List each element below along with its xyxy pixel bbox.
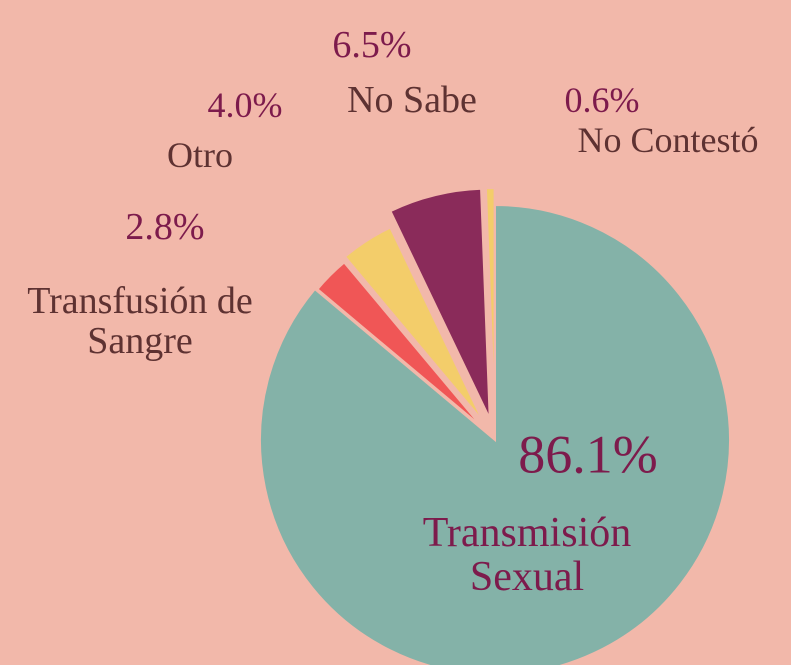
pie-slice xyxy=(484,187,496,419)
value-label: 86.1% xyxy=(518,424,658,485)
category-label: Otro xyxy=(167,135,233,176)
value-label: 4.0% xyxy=(207,85,283,126)
pie-slice xyxy=(389,187,491,420)
pie-slice xyxy=(343,226,484,423)
value-label: 6.5% xyxy=(332,24,412,67)
pie-slice xyxy=(316,261,484,429)
pie-slice xyxy=(259,203,731,665)
value-label: 0.6% xyxy=(564,80,640,121)
category-label: No Contestó xyxy=(577,120,759,161)
category-label: No Sabe xyxy=(347,79,477,122)
category-label: Transfusión de Sangre xyxy=(27,280,253,362)
value-label: 2.8% xyxy=(125,206,205,249)
category-label: Transmisión Sexual xyxy=(422,509,632,600)
